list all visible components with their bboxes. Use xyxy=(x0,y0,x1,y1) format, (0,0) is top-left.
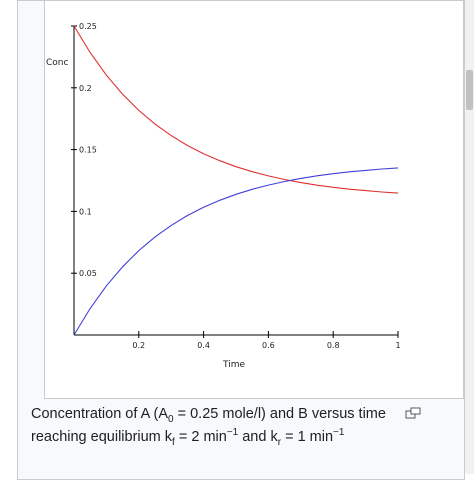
x-tick-label: 0.6 xyxy=(262,341,275,350)
series-line-a xyxy=(73,25,399,194)
y-tick-label: 0.25 xyxy=(79,22,97,31)
y-tick-label: 0.15 xyxy=(79,146,97,155)
concentration-chart[interactable]: 0.05 0.1 0.15 0.2 0.25 0.2 0.4 0.6 0.8 1 Conc Ti… xyxy=(0,0,460,400)
enlarge-icon[interactable] xyxy=(405,407,421,419)
x-ticks: 0.2 0.4 0.6 0.8 1 xyxy=(132,331,401,350)
x-axis-label: Time xyxy=(222,360,245,370)
y-tick-label: 0.05 xyxy=(79,269,97,278)
image-box[interactable] xyxy=(44,1,464,399)
y-tick-label: 0.1 xyxy=(79,207,92,216)
figure-caption: Concentration of A (A0 = 0.25 mole/l) an… xyxy=(31,406,386,448)
scrollbar-thumb[interactable] xyxy=(466,70,473,110)
thumbnail-frame xyxy=(17,0,465,480)
y-ticks: 0.05 0.1 0.15 0.2 0.25 xyxy=(71,22,97,278)
x-tick-label: 0.4 xyxy=(197,341,210,350)
y-tick-label: 0.2 xyxy=(79,84,92,93)
scrollbar[interactable] xyxy=(465,0,474,474)
x-tick-label: 0.8 xyxy=(327,341,340,350)
x-tick-label: 1 xyxy=(395,341,400,350)
series-group xyxy=(73,25,399,336)
series-line-b xyxy=(73,167,399,336)
x-tick-label: 0.2 xyxy=(132,341,145,350)
y-axis-label: Conc xyxy=(46,58,68,68)
